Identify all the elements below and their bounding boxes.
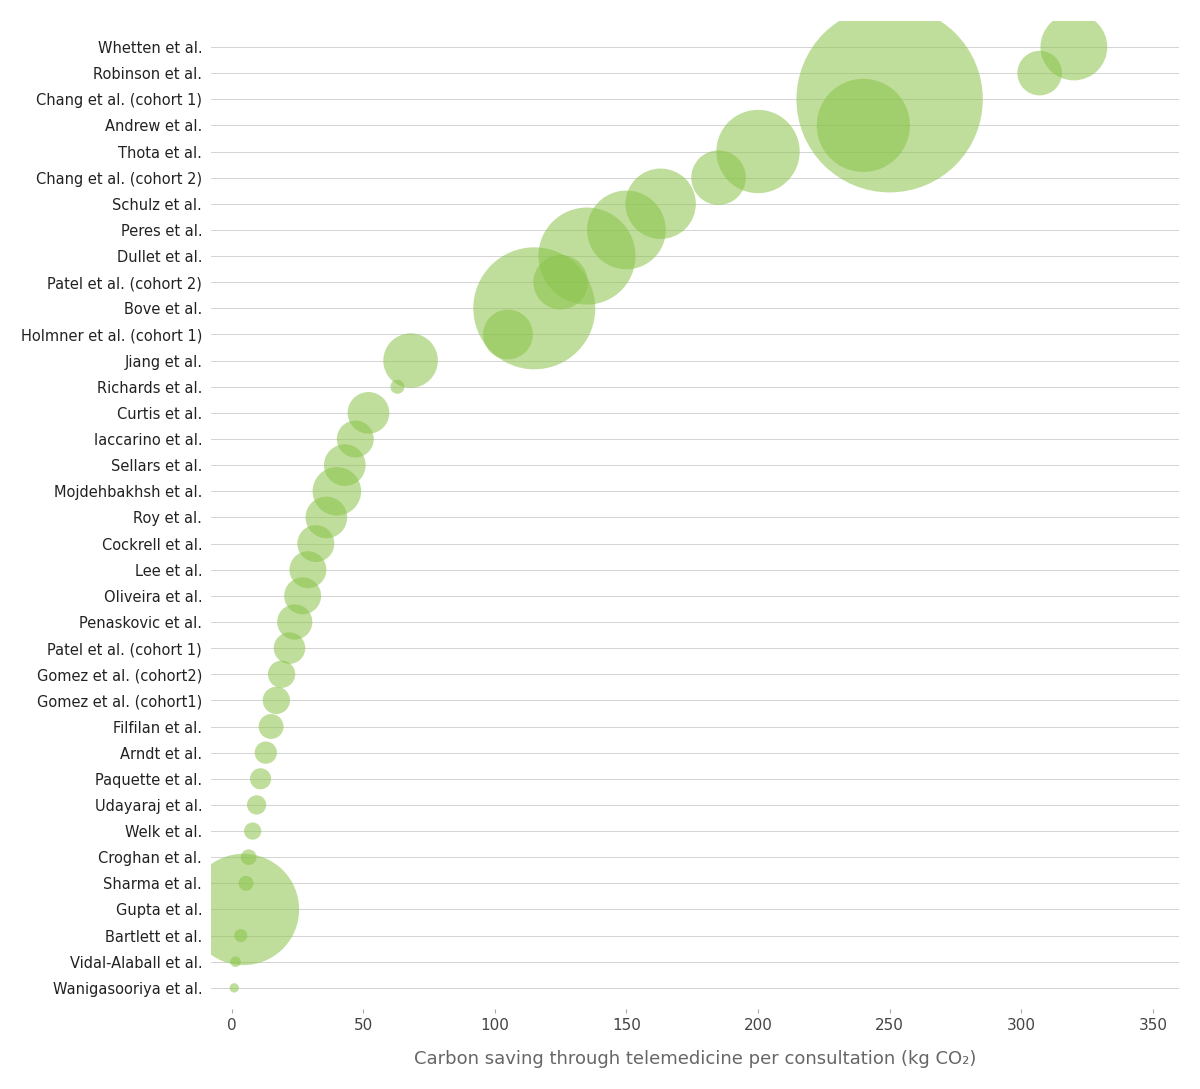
Point [880,90,899,108]
Point [577,247,596,265]
Point [709,169,728,186]
Point [853,117,872,134]
Point [280,639,299,657]
Point [498,326,517,343]
Point [266,692,286,709]
Point [551,273,570,291]
Point [234,901,253,918]
Point [335,456,354,474]
Point [359,404,378,421]
Point [1030,64,1049,82]
Point [306,535,325,552]
Point [293,587,312,604]
Point [236,874,256,892]
Point [286,613,305,631]
Point [257,744,276,761]
Point [401,352,420,369]
Point [226,953,245,970]
Point [617,221,636,238]
Point [652,195,671,212]
Point [224,979,244,996]
Point [524,299,544,317]
Point [388,378,407,395]
Point [262,718,281,735]
Point [247,796,266,813]
X-axis label: Carbon saving through telemedicine per consultation (kg CO₂): Carbon saving through telemedicine per c… [414,1050,976,1068]
Point [328,482,347,500]
Point [346,430,365,448]
Point [749,143,768,160]
Point [239,848,258,866]
Point [232,927,251,944]
Point [272,665,292,683]
Point [299,561,318,578]
Point [244,822,263,840]
Point [1064,38,1084,56]
Point [251,770,270,787]
Point [317,509,336,526]
